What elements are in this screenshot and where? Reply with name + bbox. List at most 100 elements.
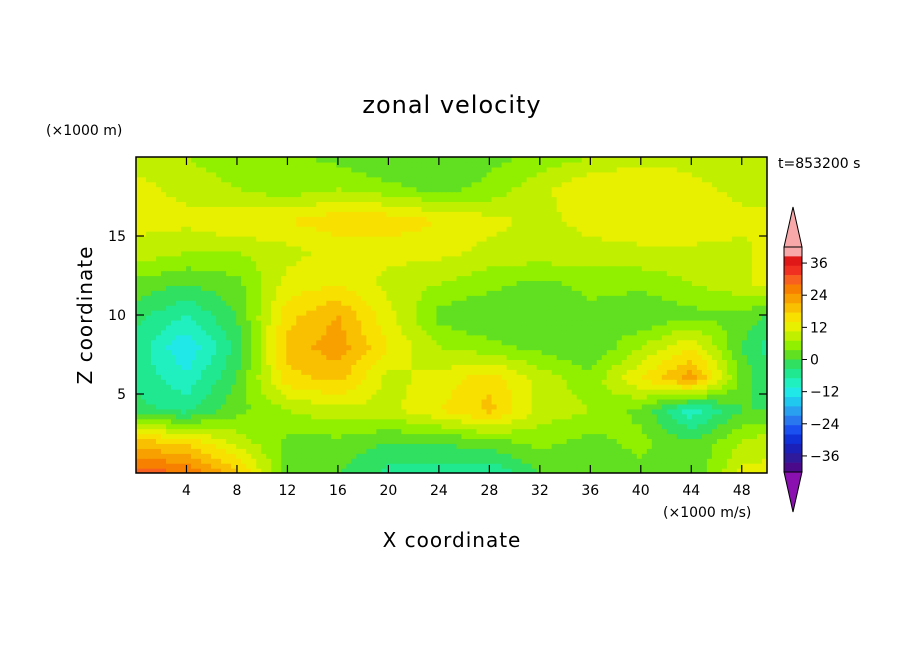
field-cell [566, 359, 573, 365]
field-cell [721, 374, 728, 380]
field-cell [261, 324, 267, 331]
field-cell [361, 458, 367, 464]
field-cell [406, 364, 413, 370]
field-cell [256, 369, 262, 375]
field-cell [691, 389, 698, 395]
field-cell [326, 354, 332, 361]
field-cell [401, 319, 408, 326]
field-cell [466, 384, 473, 390]
field-cell [516, 403, 523, 410]
field-cell [386, 438, 393, 444]
field-cell [191, 463, 197, 469]
field-cell [276, 344, 282, 351]
field-cell [541, 433, 548, 440]
field-cell [671, 369, 678, 375]
field-cell [276, 398, 282, 405]
field-cell [606, 315, 613, 321]
field-cell [651, 290, 658, 296]
field-cell [696, 315, 703, 321]
field-cell [561, 398, 568, 405]
field-cell [466, 329, 473, 336]
field-cell [611, 468, 618, 473]
field-cell [396, 433, 403, 440]
field-cell [361, 428, 367, 435]
field-cell [426, 290, 433, 296]
field-cell [556, 379, 563, 385]
field-cell [721, 344, 728, 351]
field-cell [496, 329, 503, 336]
field-cell [556, 428, 563, 435]
field-cell [611, 413, 618, 420]
field-cell [721, 418, 728, 425]
field-cell [706, 285, 713, 291]
field-cell [286, 379, 292, 385]
field-cell [291, 374, 297, 380]
field-cell [391, 433, 398, 440]
field-cell [681, 315, 688, 321]
field-cell [281, 310, 287, 316]
field-cell [676, 443, 683, 449]
field-cell [446, 354, 453, 361]
field-cell [526, 319, 533, 326]
field-cell [421, 334, 428, 341]
field-cell [696, 324, 703, 331]
field-cell [266, 463, 272, 469]
field-cell [376, 339, 382, 346]
field-cell [481, 394, 488, 400]
field-cell [666, 344, 673, 351]
field-cell [551, 423, 558, 430]
field-cell [626, 324, 633, 331]
field-cell [241, 324, 247, 331]
field-cell [236, 300, 242, 306]
field-cell [486, 384, 493, 390]
field-cell [276, 275, 282, 282]
field-cell [341, 408, 347, 415]
field-cell [316, 364, 322, 370]
field-cell [421, 344, 428, 351]
field-cell [496, 334, 503, 341]
field-cell [271, 344, 277, 351]
field-cell [176, 408, 182, 415]
field-cell [556, 319, 563, 326]
field-cell [216, 463, 222, 469]
field-cell [336, 374, 342, 380]
field-cell [341, 369, 347, 375]
field-cell [616, 384, 623, 390]
field-cell [696, 344, 703, 351]
field-cell [496, 305, 503, 311]
field-cell [381, 275, 387, 282]
field-cell [676, 354, 683, 361]
field-cell [451, 300, 458, 306]
field-cell [206, 285, 212, 291]
field-cell [706, 438, 713, 444]
field-cell [696, 443, 703, 449]
field-cell [606, 295, 613, 301]
field-cell [486, 315, 493, 321]
field-cell [196, 329, 202, 336]
field-cell [361, 300, 367, 306]
field-cell [231, 339, 237, 346]
field-cell [446, 324, 453, 331]
field-cell [356, 379, 362, 385]
field-cell [651, 364, 658, 370]
field-cell [411, 458, 418, 464]
field-cell [591, 329, 598, 336]
field-cell [656, 315, 663, 321]
field-cell [156, 403, 162, 410]
field-cell [201, 403, 207, 410]
field-cell [596, 428, 603, 435]
field-cell [751, 339, 758, 346]
field-cell [661, 458, 668, 464]
field-cell [756, 374, 763, 380]
field-cell [496, 300, 503, 306]
field-cell [421, 394, 428, 400]
field-cell [506, 374, 513, 380]
field-cell [756, 290, 763, 296]
field-cell [201, 418, 207, 425]
field-cell [346, 389, 352, 395]
field-cell [151, 418, 157, 425]
field-cell [761, 418, 767, 425]
field-cell [206, 349, 212, 356]
field-cell [291, 359, 297, 365]
field-cell [301, 349, 307, 356]
